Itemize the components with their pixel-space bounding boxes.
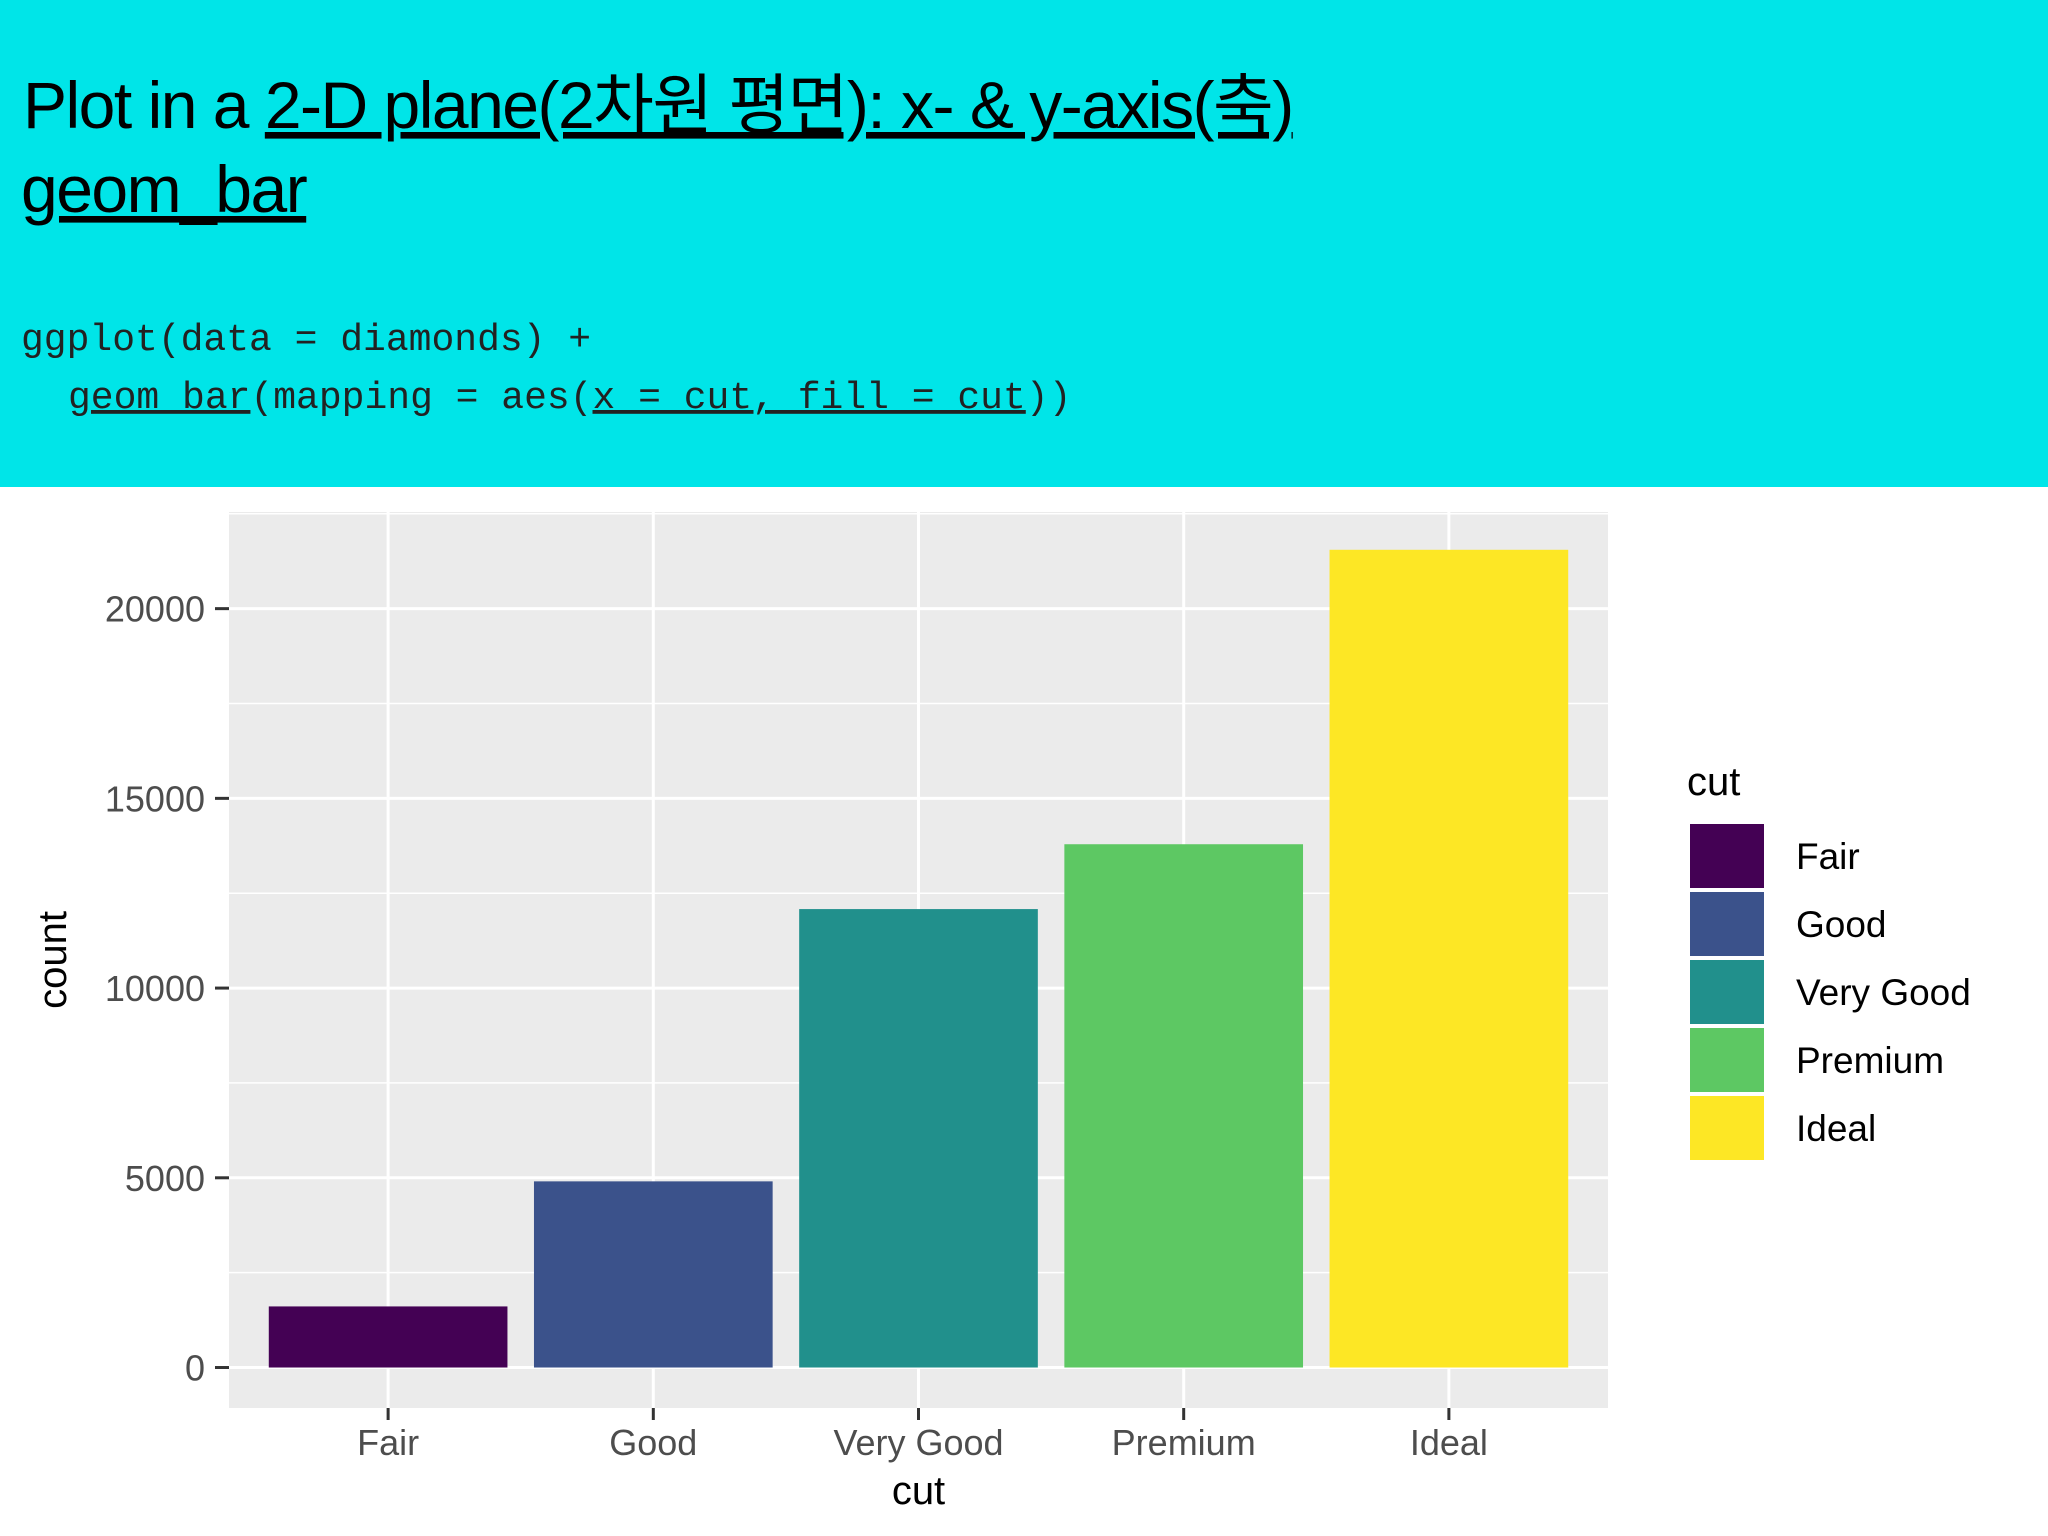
text-segment: 2-D plane(2차원 평면): x- & y-axis(축) (265, 68, 1293, 142)
legend-key (1690, 1096, 1764, 1160)
y-tick-label: 5000 (125, 1158, 205, 1199)
legend-label: Premium (1796, 1040, 1944, 1081)
legend-label: Ideal (1796, 1108, 1876, 1149)
legend-title: cut (1687, 760, 1740, 804)
x-tick-label: Good (609, 1422, 697, 1463)
x-tick-label: Fair (357, 1422, 419, 1463)
text-segment: Plot in a (23, 68, 265, 142)
plot: 0 5000 10000 15000 20000 Fair Good Very Good Pre… (31, 512, 1971, 1513)
legend-key (1690, 960, 1764, 1024)
text-segment: (mapping = aes( (250, 377, 592, 420)
text-segment: )) (1026, 377, 1072, 420)
legend-key (1690, 892, 1764, 956)
bar (268, 1306, 508, 1368)
y-axis-title: count (31, 911, 75, 1009)
y-tick-label: 0 (185, 1348, 205, 1389)
title: Plot in a 2-D plane(2차원 평면): x- & y-axis… (23, 68, 1293, 142)
x-tick-label: Ideal (1410, 1422, 1488, 1463)
bar (799, 909, 1038, 1368)
code-line: ggplot(data = diamonds) + (21, 319, 591, 362)
legend-label: Very Good (1796, 972, 1971, 1013)
code-line: geom_bar(mapping = aes(x = cut, fill = c… (68, 377, 1071, 420)
header-band (0, 0, 2048, 487)
x-tick-label: Very Good (833, 1422, 1003, 1463)
bar (533, 1181, 773, 1368)
legend-label: Fair (1796, 836, 1860, 877)
text-segment: x = cut, fill = cut (593, 377, 1026, 420)
x-axis-title: cut (892, 1469, 945, 1513)
legend-label: Good (1796, 904, 1887, 945)
bar (1064, 844, 1304, 1368)
text-segment: ggplot(data = diamonds) + (21, 319, 591, 362)
text-segment: geom_bar (21, 152, 307, 226)
subtitle: geom_bar (21, 152, 307, 226)
bar (1329, 549, 1569, 1368)
x-tick-label: Premium (1112, 1422, 1256, 1463)
y-tick-label: 10000 (105, 968, 205, 1009)
legend-key (1690, 824, 1764, 888)
y-tick-label: 15000 (105, 778, 205, 819)
y-tick-label: 20000 (105, 589, 205, 630)
text-segment: geom_bar (68, 377, 250, 420)
legend-key (1690, 1028, 1764, 1092)
